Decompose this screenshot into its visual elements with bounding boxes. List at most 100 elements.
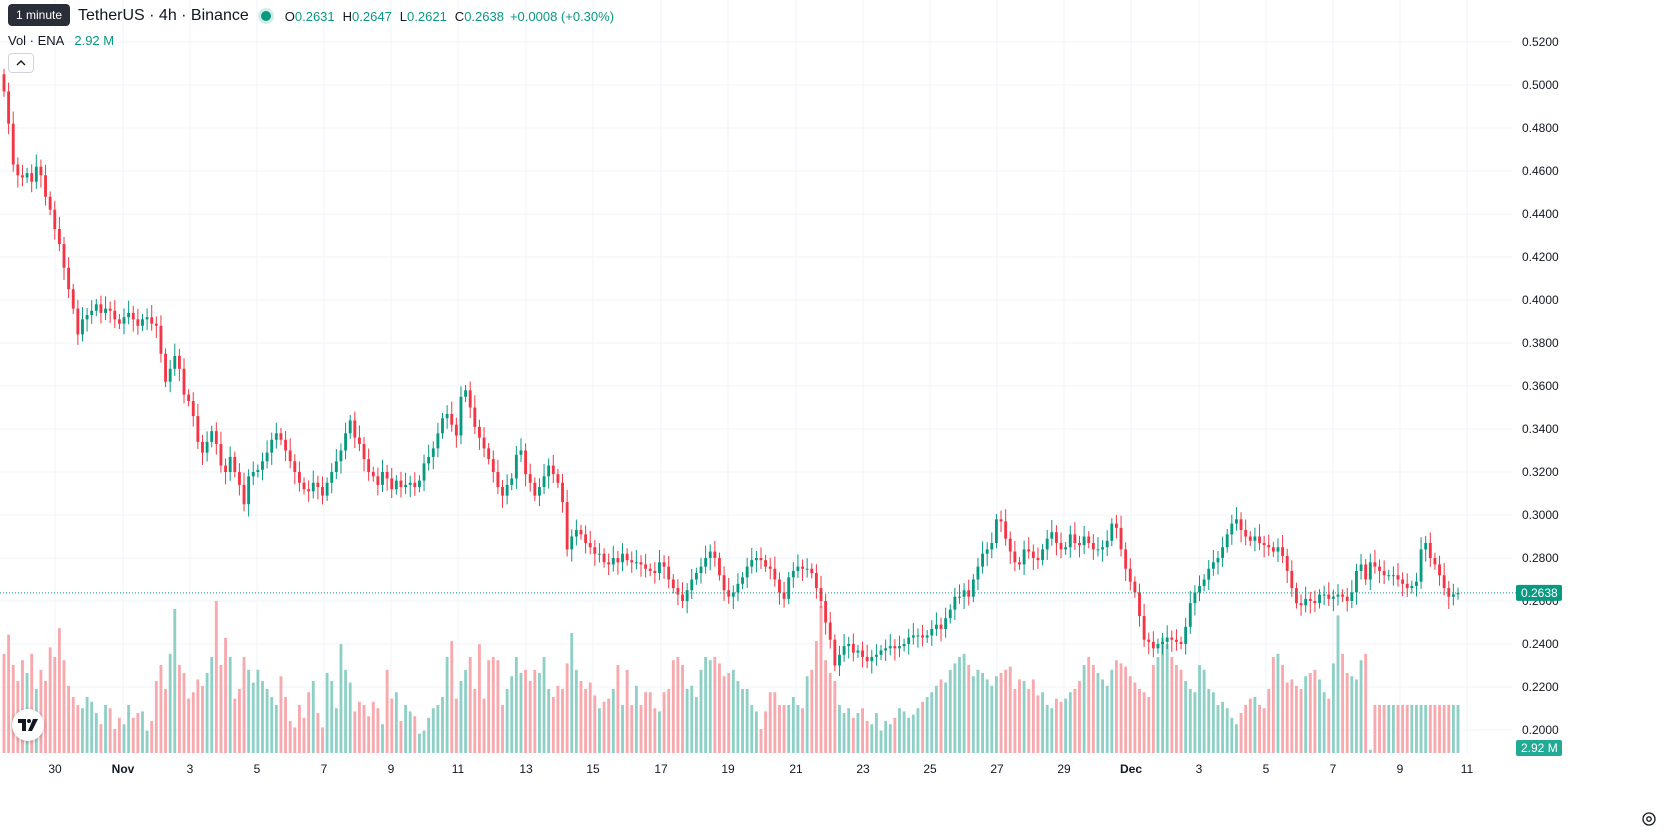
- candle-body: [990, 542, 994, 550]
- candle-body: [805, 568, 809, 570]
- candle-body: [1410, 585, 1414, 589]
- volume-bar: [48, 647, 52, 753]
- volume-bar: [782, 705, 786, 753]
- volume-bar: [501, 705, 504, 753]
- candle-body: [861, 650, 864, 657]
- volume-bar: [787, 705, 791, 753]
- time-tick-label: 9: [1397, 762, 1404, 776]
- volume-bar: [431, 708, 435, 753]
- volume-bar: [598, 708, 601, 753]
- volume-bar: [71, 697, 75, 753]
- volume-bar: [381, 724, 384, 753]
- volume-bar: [274, 705, 278, 753]
- candle-body: [588, 542, 592, 548]
- time-tick-label: 7: [321, 762, 328, 776]
- candle-body: [819, 588, 823, 601]
- volume-bar: [270, 697, 274, 753]
- candle-body: [1161, 641, 1165, 644]
- candle-body: [514, 454, 518, 479]
- candle-body: [1359, 564, 1363, 571]
- volume-bar: [584, 689, 588, 753]
- volume-bar: [893, 717, 897, 753]
- volume-bar: [865, 721, 869, 753]
- volume-bar: [505, 689, 509, 753]
- candle-body: [551, 465, 555, 475]
- volume-bar: [404, 705, 408, 753]
- candle-body: [454, 424, 458, 436]
- candle-body: [1405, 583, 1409, 589]
- volume-bar: [1179, 669, 1183, 753]
- candle-body: [1050, 532, 1054, 539]
- price-tick-label: 0.3000: [1522, 508, 1559, 522]
- volume-bar: [1147, 697, 1151, 753]
- volume-bar: [676, 657, 680, 753]
- volume-bar: [1078, 681, 1081, 753]
- gear-icon[interactable]: [1640, 810, 1658, 828]
- candle-body: [939, 624, 943, 629]
- candle-body: [524, 450, 528, 475]
- volume-bar: [1105, 685, 1109, 753]
- candle-body: [422, 463, 426, 481]
- volume-label[interactable]: Vol · ENA: [8, 32, 65, 48]
- volume-bar: [293, 727, 297, 753]
- volume-bar: [861, 708, 864, 753]
- volume-bar: [21, 660, 24, 753]
- time-axis[interactable]: 30 Nov 3 5 7 9 11 13 15 17 19 21 23 25 27 29 Dec 3 5 7 9 11: [48, 762, 1473, 776]
- candle-body: [1391, 575, 1395, 577]
- candle-body: [787, 577, 791, 599]
- volume-bar: [588, 682, 592, 753]
- volume-bar: [699, 669, 703, 753]
- candle-body: [1378, 566, 1381, 571]
- candle-body: [1355, 570, 1358, 593]
- candle-body: [251, 472, 255, 477]
- candle-body: [1456, 592, 1460, 595]
- volume-bar: [1073, 689, 1077, 753]
- candle-body: [408, 482, 412, 485]
- volume-bar: [454, 698, 458, 753]
- volume-bar: [1308, 673, 1312, 753]
- market-open-dot-icon: [260, 11, 271, 21]
- volume-bar: [1091, 665, 1095, 753]
- candle-body: [90, 310, 94, 316]
- candle-body: [584, 534, 588, 543]
- symbol-title[interactable]: TetherUS · 4h · Binance: [78, 7, 249, 24]
- candle-body: [205, 441, 209, 453]
- volume-bar: [94, 713, 98, 753]
- candle-body: [127, 312, 131, 318]
- volume-bar: [570, 633, 574, 753]
- volume-bar: [704, 657, 708, 753]
- volume-bar: [976, 669, 980, 753]
- candle-body: [1290, 570, 1294, 589]
- volume-bar: [805, 676, 809, 753]
- volume-bar: [1424, 705, 1428, 753]
- volume-bar: [482, 698, 486, 753]
- volume-bar: [1295, 685, 1298, 753]
- candle-body: [856, 650, 860, 653]
- volume-bar: [1156, 657, 1160, 753]
- price-axis[interactable]: 0.5200 0.5000 0.4800 0.4600 0.4400 0.4200 0.40…: [1522, 35, 1559, 737]
- candle-body: [1253, 536, 1257, 541]
- candle-body: [971, 579, 975, 597]
- candle-body: [344, 433, 348, 451]
- volume-bar: [851, 717, 855, 753]
- candle-body: [1401, 579, 1405, 584]
- volume-bar: [1110, 669, 1114, 753]
- volume-bar: [394, 692, 398, 753]
- price-tick-label: 0.5000: [1522, 78, 1559, 92]
- volume-bar: [496, 660, 500, 753]
- volume-bar: [1401, 705, 1405, 753]
- candle-body: [801, 566, 804, 569]
- candle-body: [1368, 562, 1372, 580]
- open-value: 0.2631: [294, 8, 335, 24]
- candle-body: [394, 480, 398, 490]
- collapse-legend-button[interactable]: [8, 53, 34, 73]
- volume-bar: [450, 641, 454, 753]
- volume-bar: [990, 685, 994, 753]
- volume-bar: [1221, 701, 1225, 753]
- candle-body: [376, 476, 380, 485]
- candle-body: [1082, 536, 1086, 546]
- tradingview-logo[interactable]: [12, 709, 44, 741]
- candle-body: [57, 229, 61, 245]
- volume-bar: [1341, 653, 1345, 753]
